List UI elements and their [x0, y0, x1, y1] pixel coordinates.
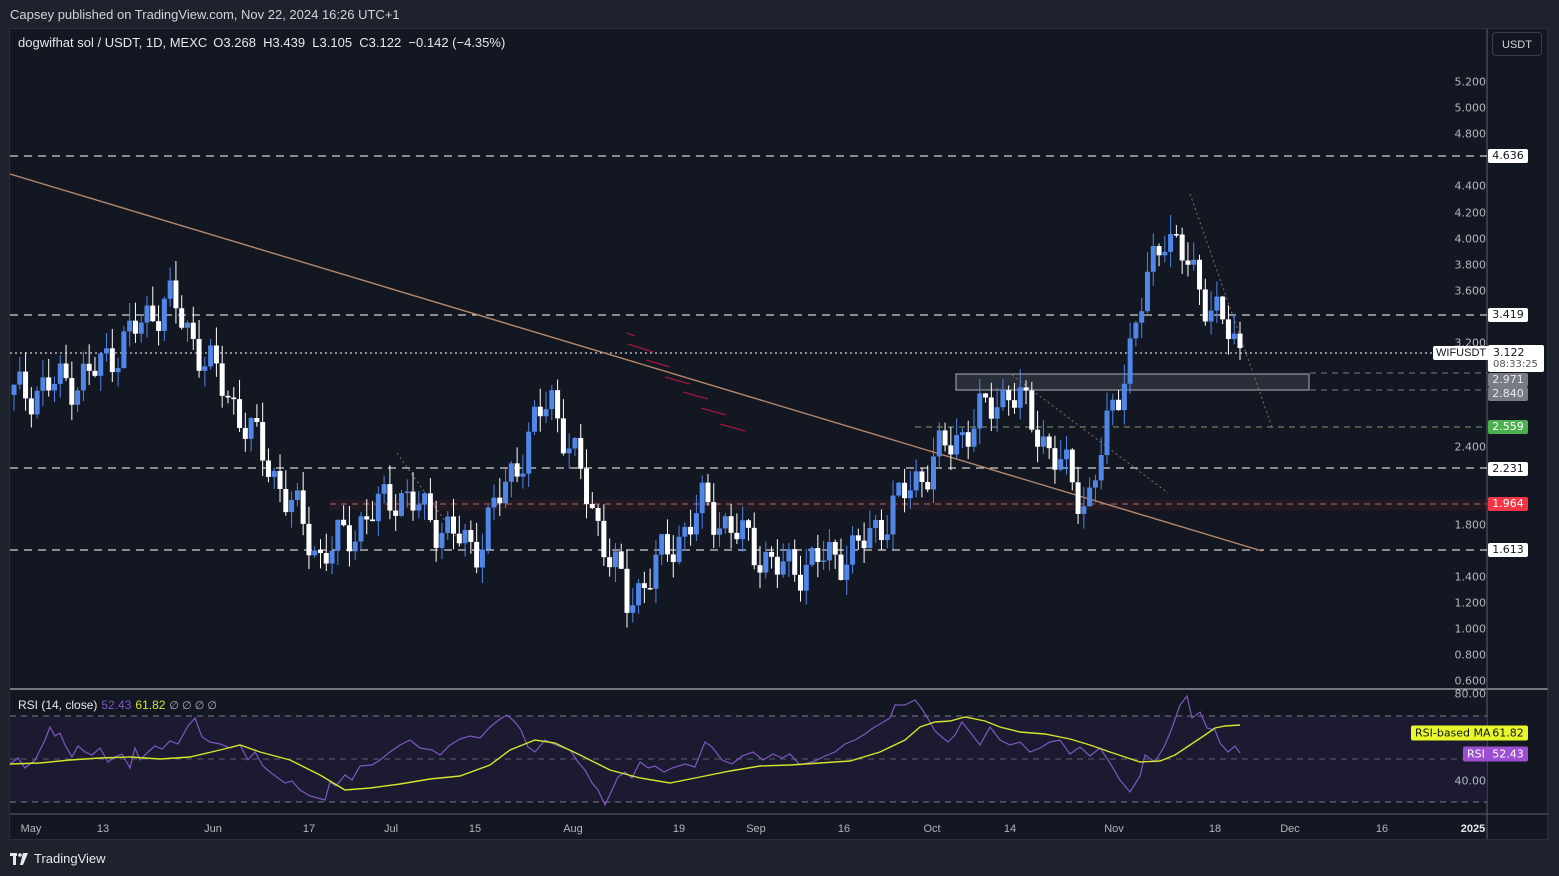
price-tick: 4.000 [1454, 232, 1487, 246]
time-tick: Dec [1280, 823, 1300, 835]
currency-button[interactable]: USDT [1492, 32, 1542, 56]
time-tick: Nov [1104, 823, 1124, 835]
price-tick: 1.400 [1454, 570, 1487, 584]
rsi-ma-value: 61.82 [135, 698, 166, 712]
level-tag-4636: 4.636 [1488, 149, 1528, 163]
symbol-title: dogwifhat sol / USDT, 1D, MEXC [18, 35, 208, 50]
price-tick: 0.600 [1454, 674, 1487, 688]
level-tag-1964: 1.964 [1488, 497, 1528, 511]
time-tick: Jun [204, 823, 222, 835]
level-tag-3419: 3.419 [1488, 308, 1528, 322]
price-tick: 4.400 [1454, 179, 1487, 193]
price-tick: 1.800 [1454, 518, 1487, 532]
level-tag-2231: 2.231 [1488, 462, 1528, 476]
rsi-tag-value: 52.43 [1492, 747, 1524, 761]
tradingview-logo[interactable]: TradingView [10, 851, 106, 866]
price-tick: 0.800 [1454, 648, 1487, 662]
rsi-ma-tag-value: 61.82 [1492, 726, 1524, 740]
time-tick: Sep [746, 823, 766, 835]
rsi-line [9, 694, 1241, 807]
rsi-axis-tick: 40.00 [1454, 774, 1487, 788]
rsi-ma-line [9, 716, 1241, 791]
rsi-extra-values: ∅ ∅ ∅ ∅ [169, 700, 217, 712]
last-price-tag: 3.122 08:33:25 [1488, 345, 1544, 372]
last-price-value: 3.122 [1493, 346, 1525, 359]
time-tick: Oct [923, 823, 941, 835]
time-tick: 2025 [1460, 823, 1486, 835]
zone-top-tag: 2.971 [1488, 373, 1528, 387]
time-tick: 16 [1375, 823, 1389, 835]
price-tick: 3.600 [1454, 284, 1487, 298]
zone-bottom-tag: 2.840 [1488, 387, 1528, 401]
time-tick: Jul [383, 823, 399, 835]
symbol-legend[interactable]: dogwifhat sol / USDT, 1D, MEXC O3.268 H3.… [18, 35, 505, 50]
rsi-tag: RSI 52.43 [1463, 746, 1528, 762]
rsi-value: 52.43 [101, 698, 132, 712]
rsi-tag-label: RSI [1467, 747, 1485, 761]
time-tick: Aug [563, 823, 583, 835]
level-tag-1613: 1.613 [1488, 543, 1528, 557]
price-tick: 4.800 [1454, 127, 1487, 141]
price-tick: 1.000 [1454, 622, 1487, 636]
time-tick: 18 [1208, 823, 1222, 835]
price-tick: 5.000 [1454, 101, 1487, 115]
time-tick: 16 [837, 823, 851, 835]
time-tick: 17 [302, 823, 316, 835]
publish-caption: Capsey published on TradingView.com, Nov… [10, 7, 400, 22]
price-tick: 1.200 [1454, 596, 1487, 610]
symbol-price-label: WIFUSDT [1433, 346, 1490, 360]
time-tick: May [20, 823, 42, 835]
candlestick-series [11, 215, 1243, 628]
ohlc-values: O3.268 H3.439 L3.105 C3.122 −0.142 (−4.3… [213, 35, 506, 50]
bar-countdown: 08:33:25 [1493, 359, 1538, 370]
time-tick: 15 [468, 823, 482, 835]
brand-name: TradingView [34, 851, 106, 866]
time-tick: 13 [96, 823, 110, 835]
price-tick: 4.200 [1454, 206, 1487, 220]
rsi-axis-tick: 80.00 [1454, 687, 1487, 701]
tradingview-logo-icon [10, 852, 28, 865]
price-tick: 5.200 [1454, 75, 1487, 89]
rsi-ma-tag-label: RSI-based MA [1415, 726, 1491, 740]
rsi-legend[interactable]: RSI (14, close) 52.43 61.82 ∅ ∅ ∅ ∅ [18, 698, 217, 712]
price-tick: 3.800 [1454, 258, 1487, 272]
time-tick: 19 [672, 823, 686, 835]
price-tick: 2.400 [1454, 440, 1487, 454]
rsi-title: RSI (14, close) [18, 698, 98, 712]
rsi-ma-tag: RSI-based MA 61.82 [1411, 725, 1528, 741]
level-tag-2559: 2.559 [1488, 420, 1528, 434]
time-tick: 14 [1003, 823, 1017, 835]
